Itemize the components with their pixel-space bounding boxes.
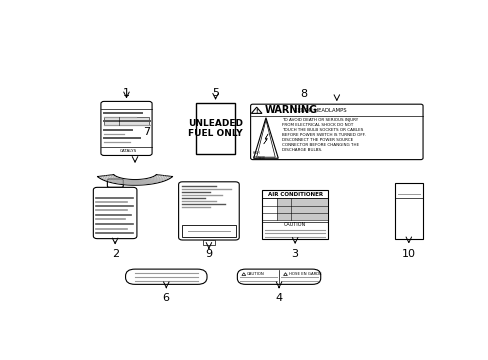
FancyBboxPatch shape [178, 182, 239, 240]
Text: CAUTION: CAUTION [247, 272, 264, 276]
Bar [276, 198, 290, 206]
Text: TO AVOID DEATH OR SERIOUS INJURY
FROM ELECTRICAL SHOCK DO NOT
TOUCH THE BULB SOC: TO AVOID DEATH OR SERIOUS INJURY FROM EL… [281, 118, 365, 152]
FancyBboxPatch shape [101, 102, 152, 156]
FancyBboxPatch shape [125, 269, 206, 284]
Bar [276, 206, 290, 213]
Text: FUEL ONLY: FUEL ONLY [188, 129, 243, 138]
Text: 7: 7 [142, 127, 150, 137]
Text: 9: 9 [205, 249, 212, 260]
Bar [104, 121, 149, 125]
Text: WARNING: WARNING [264, 105, 318, 115]
Bar [195, 103, 235, 154]
Bar [276, 213, 290, 220]
Text: CAUTION: CAUTION [284, 222, 305, 228]
FancyBboxPatch shape [237, 269, 320, 284]
Bar [290, 213, 327, 220]
Text: HOSE EN GARDE: HOSE EN GARDE [288, 272, 321, 276]
Text: AIR CONDITIONER: AIR CONDITIONER [267, 192, 322, 197]
Polygon shape [263, 134, 268, 144]
Text: 2: 2 [112, 249, 119, 260]
Text: CATALYS: CATALYS [120, 149, 137, 153]
Text: 10: 10 [401, 249, 415, 260]
FancyBboxPatch shape [107, 179, 123, 187]
Bar [290, 198, 327, 206]
FancyBboxPatch shape [93, 187, 137, 239]
Bar [181, 225, 236, 237]
Bar [262, 190, 327, 239]
Text: HIGH
VOLTAGE: HIGH VOLTAGE [252, 151, 265, 159]
Text: XENON HEADLAMPS: XENON HEADLAMPS [294, 108, 346, 113]
Text: 4: 4 [275, 293, 282, 303]
Bar [203, 240, 214, 245]
Text: UNLEADED: UNLEADED [188, 119, 243, 128]
FancyBboxPatch shape [250, 104, 422, 159]
Text: 8: 8 [300, 89, 306, 99]
Text: 3: 3 [291, 249, 298, 260]
Bar [104, 117, 149, 121]
Text: !: ! [255, 109, 257, 114]
Text: 6: 6 [163, 293, 169, 303]
Bar [290, 206, 327, 213]
Text: 1: 1 [122, 88, 129, 98]
Bar [394, 183, 422, 239]
Text: 5: 5 [211, 88, 219, 98]
